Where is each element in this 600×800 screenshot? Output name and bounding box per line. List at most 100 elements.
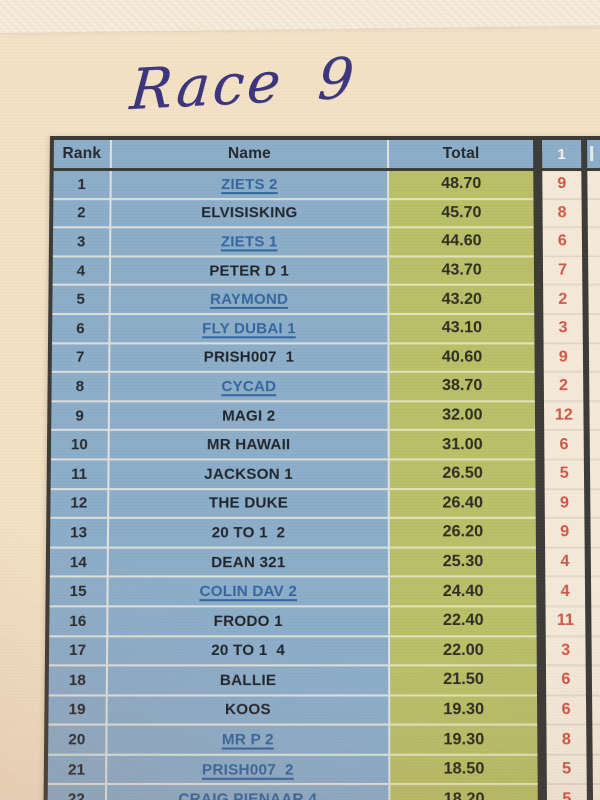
race1-cell: 7 [542, 257, 583, 287]
total-cell: 32.00 [389, 402, 536, 432]
rank-cell: 2 [53, 199, 112, 229]
name-cell: MAGI 2 [109, 402, 390, 432]
next-column-sliver [588, 343, 600, 373]
rank-cell: 20 [48, 725, 108, 756]
next-column-sliver [587, 171, 600, 200]
name-cell: 20 TO 1 2 [108, 518, 390, 549]
total-cell: 44.60 [389, 228, 534, 258]
column-divider [534, 314, 544, 344]
name-cell: DEAN 321 [108, 548, 390, 578]
next-column-sliver [589, 372, 600, 403]
column-divider [534, 402, 545, 432]
column-divider [535, 518, 546, 549]
table-row: 15 COLIN DAV 2 24.40 4 [49, 577, 600, 608]
rank-cell: 18 [48, 666, 109, 697]
name-cell: CRAIG PIENAAR 4 [106, 785, 391, 800]
next-column-sliver [588, 257, 600, 287]
rank-cell: 1 [53, 171, 112, 200]
rank-cell: 13 [50, 518, 110, 549]
race1-cell: 9 [544, 489, 585, 519]
column-divider [537, 725, 547, 756]
next-column-sliver [589, 431, 600, 461]
rank-cell: 4 [52, 257, 112, 287]
column-header-rank: Rank [53, 139, 112, 169]
table-row: 16 FRODO 1 22.40 11 [49, 607, 600, 637]
race1-cell: 3 [543, 314, 583, 344]
race1-cell: 6 [542, 228, 583, 258]
next-column-sliver [587, 199, 600, 229]
total-cell: 22.40 [390, 607, 537, 637]
rank-cell: 16 [49, 607, 109, 637]
rank-cell: 12 [50, 489, 110, 519]
next-column-sliver [590, 548, 600, 578]
next-column-sliver [590, 489, 600, 519]
name-cell: COLIN DAV 2 [108, 577, 391, 608]
table-row: 18 BALLIE 21.50 6 [48, 666, 600, 697]
race1-cell: 3 [545, 636, 586, 667]
race1-cell: 6 [546, 696, 587, 726]
table-header-row: Rank Name Total 1 [53, 139, 600, 172]
table-row: 5 RAYMOND 43.20 2 [52, 286, 600, 315]
race1-cell: 4 [545, 548, 585, 578]
name-cell: BALLIE [107, 666, 391, 697]
table-row: 1 ZIETS 2 48.70 9 [53, 171, 600, 200]
total-cell: 19.30 [390, 696, 538, 726]
column-divider [533, 171, 543, 200]
rank-cell: 15 [49, 577, 109, 608]
next-column-sliver [591, 607, 600, 637]
name-cell: ZIETS 1 [111, 228, 390, 258]
table-row: 14 DEAN 321 25.30 4 [49, 548, 600, 578]
name-cell: JACKSON 1 [109, 460, 390, 490]
total-cell: 18.20 [390, 785, 538, 800]
name-cell: PRISH007 2 [107, 755, 391, 786]
total-cell: 48.70 [389, 171, 534, 200]
table-row: 17 20 TO 1 4 22.00 3 [48, 636, 600, 667]
name-cell: KOOS [107, 696, 391, 726]
name-cell: FLY DUBAI 1 [110, 314, 390, 344]
rank-cell: 3 [52, 228, 112, 258]
column-divider [534, 286, 544, 315]
race1-cell: 5 [544, 460, 585, 490]
next-column-sliver [590, 518, 600, 549]
column-divider [537, 755, 547, 786]
table-row: 10 MR HAWAII 31.00 6 [50, 431, 600, 461]
rank-cell: 7 [51, 343, 111, 373]
table-row: 4 PETER D 1 43.70 7 [52, 257, 600, 287]
name-cell: THE DUKE [109, 489, 390, 519]
race1-cell: 5 [546, 785, 588, 800]
race1-cell: 5 [546, 755, 587, 786]
column-divider [534, 343, 544, 373]
total-cell: 21.50 [390, 666, 538, 697]
rank-cell: 21 [47, 755, 108, 786]
rank-cell: 11 [50, 460, 110, 490]
name-cell: MR P 2 [107, 725, 391, 756]
table-row: 19 KOOS 19.30 6 [48, 696, 600, 726]
race1-cell: 6 [545, 666, 586, 697]
name-cell: FRODO 1 [108, 607, 391, 637]
next-column-sliver [587, 228, 600, 258]
total-cell: 43.20 [389, 286, 535, 315]
race1-cell: 9 [544, 518, 585, 549]
column-divider [536, 607, 546, 637]
name-cell: ZIETS 2 [111, 171, 390, 200]
handwritten-race-title: Race 9 [127, 45, 359, 124]
total-cell: 31.00 [389, 431, 536, 461]
rank-cell: 17 [48, 636, 109, 667]
next-column-sliver [589, 402, 600, 432]
next-column-sliver [591, 666, 600, 697]
next-column-sliver [589, 460, 600, 490]
total-cell: 24.40 [389, 577, 537, 608]
total-cell: 26.20 [389, 518, 536, 549]
column-divider [535, 460, 545, 490]
total-cell: 45.70 [389, 199, 534, 229]
table-row: 20 MR P 2 19.30 8 [48, 725, 600, 756]
name-cell: MR HAWAII [109, 431, 390, 461]
rank-cell: 22 [47, 785, 108, 800]
next-column-sliver [592, 785, 600, 800]
race1-cell: 2 [543, 372, 584, 403]
race1-cell: 2 [543, 286, 583, 315]
column-header-race1: 1 [542, 139, 582, 169]
total-cell: 26.50 [389, 460, 536, 490]
name-cell: PETER D 1 [110, 257, 390, 287]
total-cell: 26.40 [389, 489, 536, 519]
